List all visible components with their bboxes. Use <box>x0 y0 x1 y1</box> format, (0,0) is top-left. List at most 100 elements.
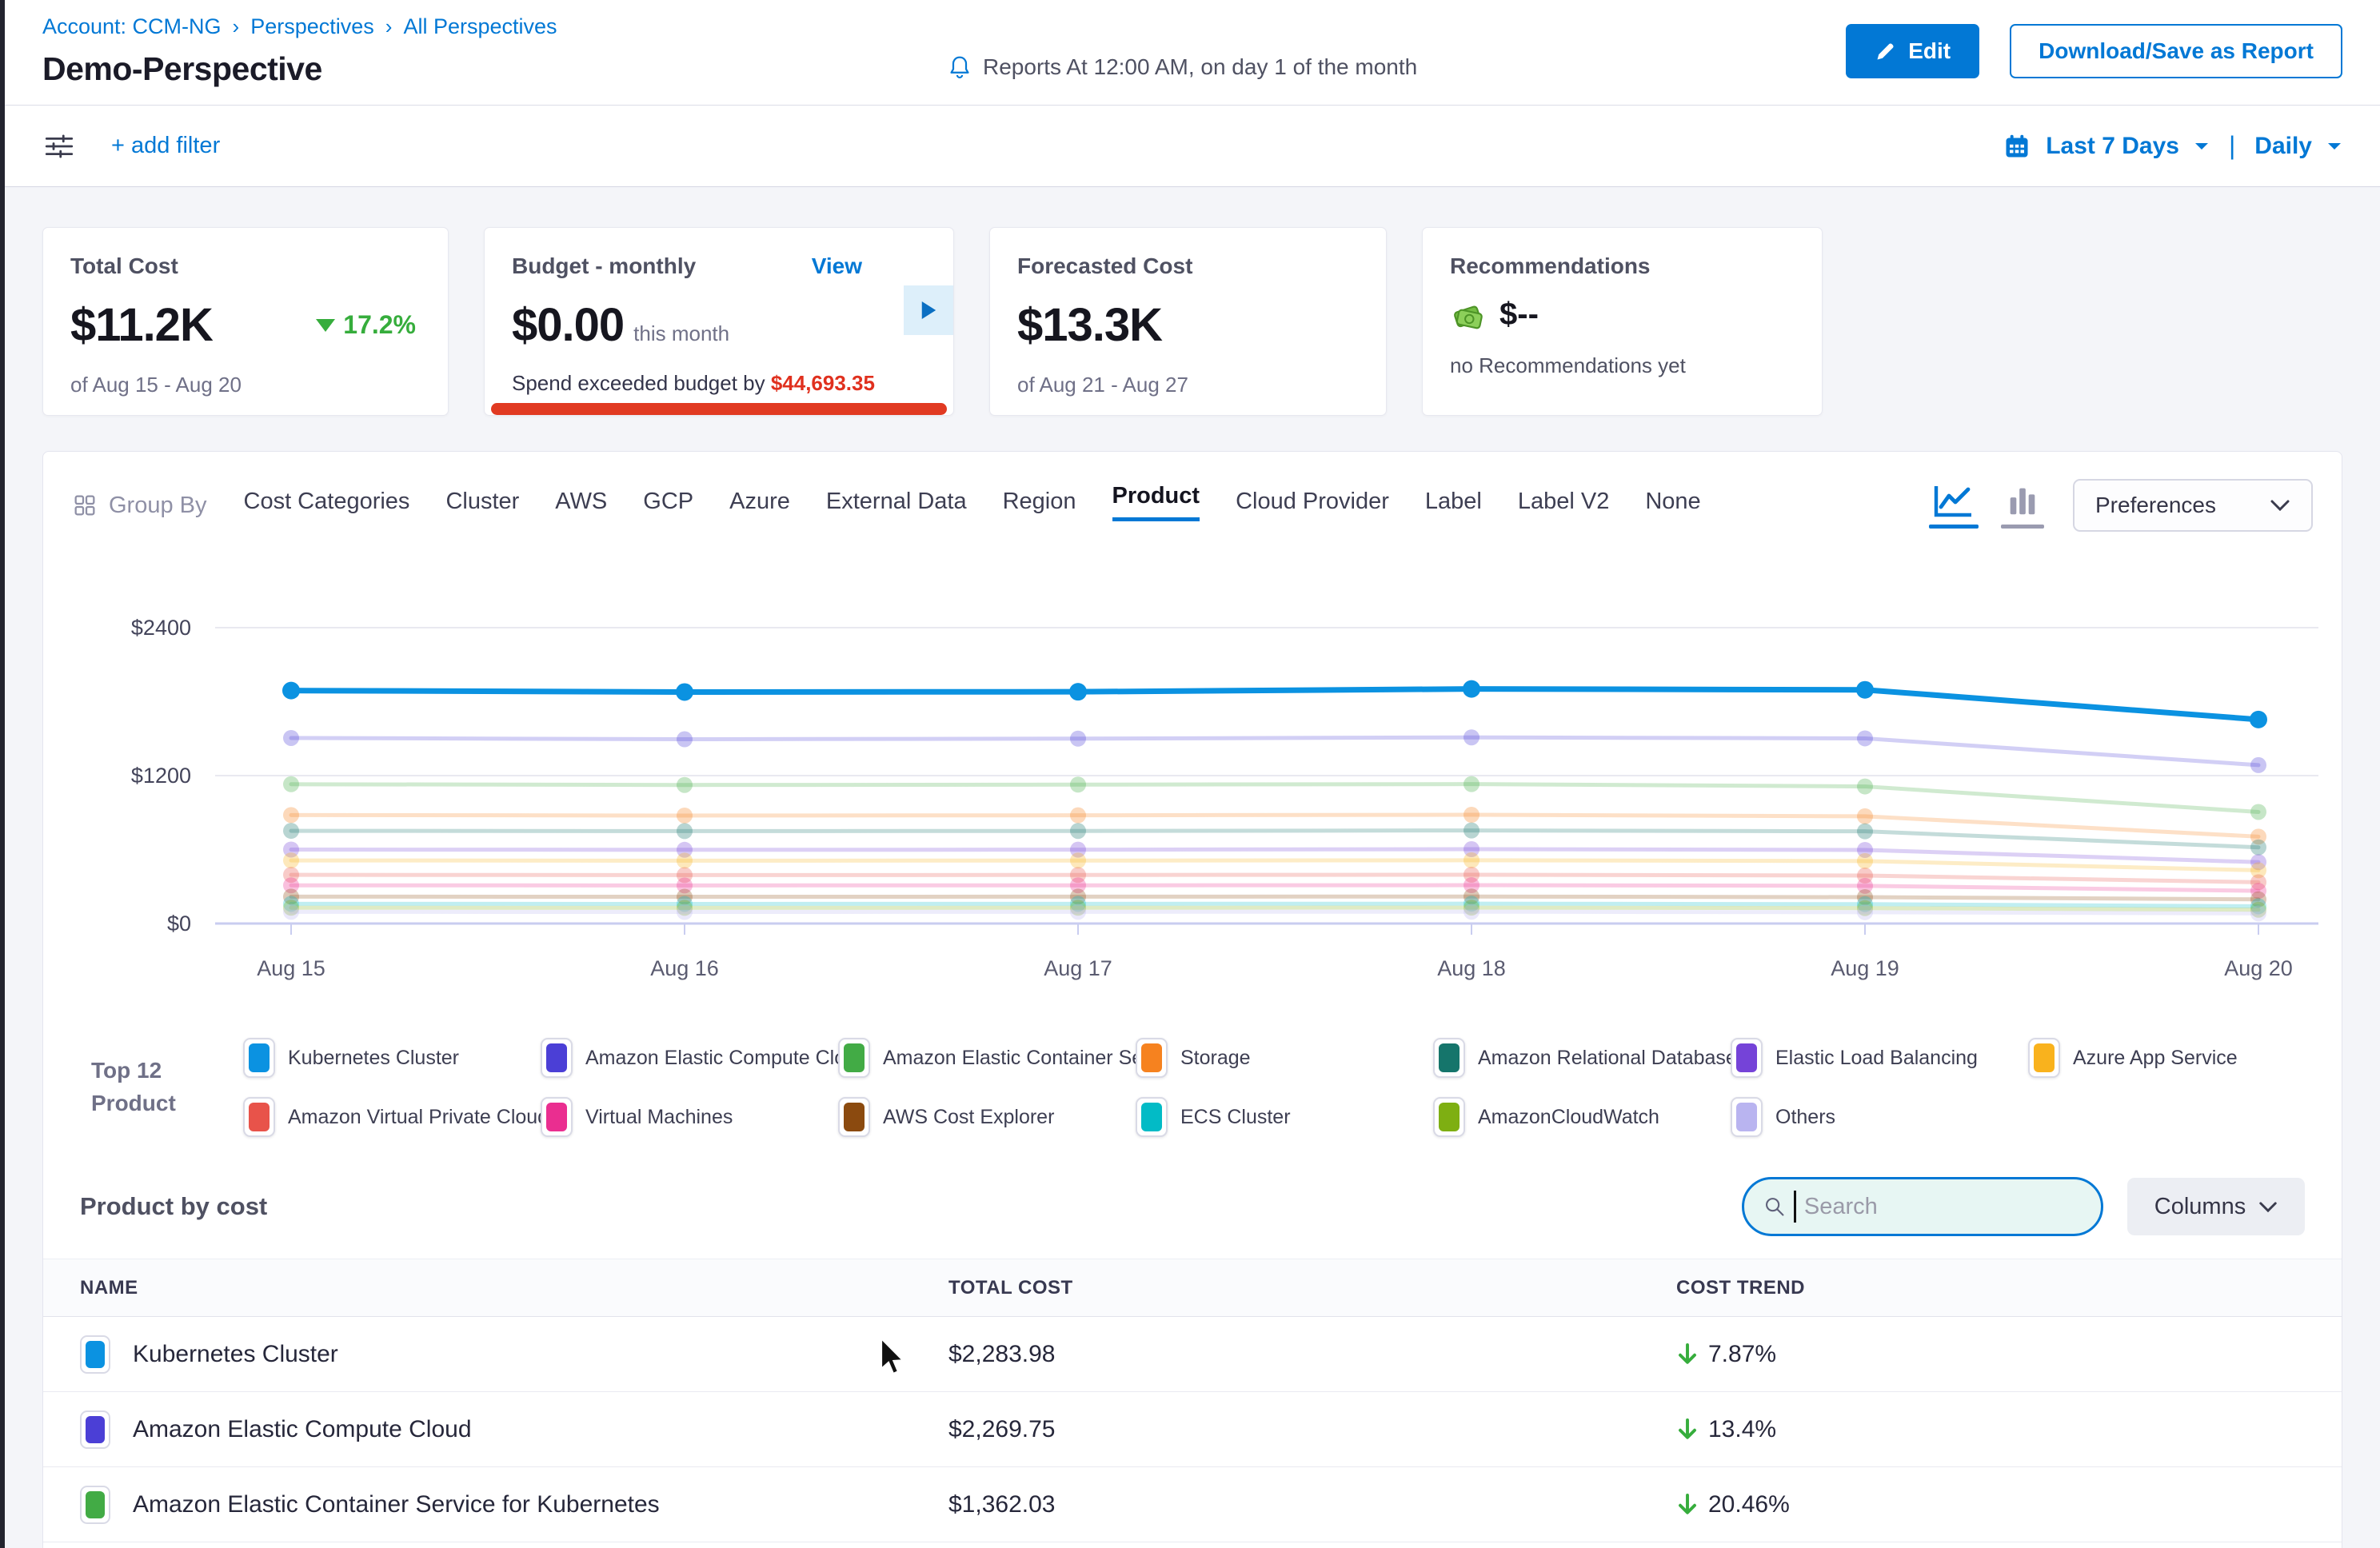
total-cost-trend: 17.2% <box>316 310 416 340</box>
groupby-tab-azure[interactable]: Azure <box>729 488 790 514</box>
legend-swatch <box>1731 1038 1763 1078</box>
preferences-button[interactable]: Preferences <box>2073 479 2313 532</box>
chart-legend: Top 12 Product Kubernetes Cluster Amazon … <box>43 1015 2342 1148</box>
table-row[interactable]: Kubernetes Cluster $2,283.98 7.87% <box>43 1317 2342 1392</box>
granularity-selector[interactable]: Daily <box>2254 132 2312 159</box>
row-product-name[interactable]: Kubernetes Cluster <box>133 1340 338 1367</box>
columns-button[interactable]: Columns <box>2127 1178 2305 1235</box>
row-color-swatch <box>80 1485 110 1524</box>
row-color-swatch <box>80 1410 110 1449</box>
row-total-cost: $2,283.98 <box>948 1340 1056 1367</box>
recommendations-subtext: no Recommendations yet <box>1450 353 1686 377</box>
search-input[interactable] <box>1803 1193 2082 1220</box>
legend-item[interactable]: Virtual Machines <box>541 1097 838 1137</box>
legend-label: Amazon Virtual Private Cloud <box>288 1105 549 1128</box>
legend-item[interactable]: Storage <box>1136 1038 1433 1078</box>
forecasted-period: of Aug 21 - Aug 27 <box>1017 373 1188 397</box>
calendar-icon <box>2006 134 2028 157</box>
legend-item[interactable]: Amazon Elastic Container Se... <box>838 1038 1160 1078</box>
legend-swatch <box>1731 1097 1763 1137</box>
breadcrumb-perspectives[interactable]: Perspectives <box>250 14 374 38</box>
legend-item[interactable]: Elastic Load Balancing <box>1731 1038 2028 1078</box>
groupby-tab-cost-categories[interactable]: Cost Categories <box>243 488 410 514</box>
header-name[interactable]: NAME <box>80 1276 138 1299</box>
groupby-tab-gcp[interactable]: GCP <box>643 488 694 514</box>
groupby-tab-cluster[interactable]: Cluster <box>445 488 520 514</box>
table-row[interactable]: Amazon Elastic Container Service for Kub… <box>43 1467 2342 1542</box>
chevron-down-icon <box>2270 500 2290 512</box>
money-icon <box>1454 305 1483 329</box>
collapsed-nav-sliver <box>0 0 5 1548</box>
legend-label: Virtual Machines <box>585 1105 733 1128</box>
budget-exceeded-text: Spend exceeded budget by <box>512 371 771 395</box>
groupby-tab-label[interactable]: Label <box>1424 488 1482 514</box>
filter-sliders-icon[interactable] <box>42 130 76 163</box>
groupby-tab-product[interactable]: Product <box>1112 483 1200 521</box>
row-product-name[interactable]: Amazon Elastic Compute Cloud <box>133 1415 472 1442</box>
groupby-tab-none[interactable]: None <box>1645 488 1701 514</box>
row-color-swatch <box>80 1335 110 1374</box>
breadcrumb-separator: › <box>385 14 393 38</box>
legend-label: AmazonCloudWatch <box>1478 1105 1659 1128</box>
groupby-tabs: Cost Categories Cluster AWS GCP Azure Externa… <box>243 483 1701 525</box>
legend-swatch <box>838 1097 870 1137</box>
legend-swatch <box>243 1097 275 1137</box>
svg-text:Aug 18: Aug 18 <box>1437 956 1506 980</box>
line-chart-icon[interactable] <box>1929 483 1979 529</box>
legend-swatch <box>1136 1097 1168 1137</box>
download-save-report-button[interactable]: Download/Save as Report <box>2010 24 2342 78</box>
legend-label: Elastic Load Balancing <box>1775 1046 1978 1069</box>
add-filter-button[interactable]: + add filter <box>111 133 221 158</box>
recommendations-card: Recommendations $-- no Recommendations y… <box>1422 227 1823 416</box>
legend-swatch <box>243 1038 275 1078</box>
bar-chart-icon[interactable] <box>2001 483 2044 529</box>
legend-swatch <box>2028 1038 2060 1078</box>
legend-item[interactable]: Others <box>1731 1097 2028 1137</box>
legend-label: Amazon Elastic Compute Clo... <box>585 1046 862 1069</box>
perspective-panel: Group By Cost Categories Cluster AWS GCP Azu… <box>42 451 2342 1548</box>
legend-item[interactable]: Amazon Elastic Compute Clo... <box>541 1038 862 1078</box>
budget-value: $0.00 <box>512 299 625 351</box>
legend-item[interactable]: AWS Cost Explorer <box>838 1097 1136 1137</box>
legend-label: Others <box>1775 1105 1836 1128</box>
groupby-tab-region[interactable]: Region <box>1002 488 1076 514</box>
page-title: Demo-Perspective <box>42 50 322 87</box>
chevron-down-icon[interactable] <box>2194 142 2210 151</box>
date-range-selector[interactable]: Last 7 Days <box>2046 132 2179 159</box>
breadcrumb-account[interactable]: Account: CCM-NG <box>42 14 222 38</box>
download-button-label: Download/Save as Report <box>2039 38 2314 63</box>
legend-label: Amazon Relational Database ... <box>1478 1046 1759 1069</box>
preferences-label: Preferences <box>2095 493 2216 517</box>
chevron-down-icon[interactable] <box>2326 142 2342 151</box>
legend-item[interactable]: ECS Cluster <box>1136 1097 1433 1137</box>
budget-expand-button[interactable] <box>904 285 953 335</box>
budget-view-link[interactable]: View <box>811 253 862 278</box>
legend-item[interactable]: Amazon Virtual Private Cloud <box>243 1097 549 1137</box>
table-row[interactable]: Amazon Elastic Compute Cloud $2,269.75 13.… <box>43 1392 2342 1467</box>
budget-exceeded-line: Spend exceeded budget by $44,693.35 <box>512 371 926 396</box>
bell-icon <box>950 56 969 78</box>
groupby-tab-cloud-provider[interactable]: Cloud Provider <box>1236 488 1389 514</box>
forecasted-cost-card: Forecasted Cost $13.3K of Aug 21 - Aug 2… <box>989 227 1387 416</box>
groupby-tab-external-data[interactable]: External Data <box>825 488 967 514</box>
groupby-tab-aws[interactable]: AWS <box>555 488 608 514</box>
budget-title: Budget - monthly <box>512 253 697 278</box>
pencil-icon <box>1877 43 1894 60</box>
forecasted-title: Forecasted Cost <box>1017 253 1193 278</box>
arrow-down-icon <box>1679 1493 1696 1514</box>
row-product-name[interactable]: Amazon Elastic Container Service for Kub… <box>133 1490 660 1518</box>
legend-item[interactable]: AmazonCloudWatch <box>1433 1097 1731 1137</box>
edit-button[interactable]: Edit <box>1846 24 1980 78</box>
legend-item[interactable]: Kubernetes Cluster <box>243 1038 541 1078</box>
groupby-tab-label-v2[interactable]: Label V2 <box>1517 488 1610 514</box>
legend-item[interactable]: Amazon Relational Database ... <box>1433 1038 1759 1078</box>
header-total-cost[interactable]: TOTAL COST <box>948 1276 1073 1299</box>
row-cost-trend: 7.87% <box>1676 1341 2342 1368</box>
row-trend-value: 13.4% <box>1708 1415 1777 1442</box>
legend-label: ECS Cluster <box>1180 1105 1291 1128</box>
header-cost-trend[interactable]: COST TREND <box>1676 1276 1805 1299</box>
legend-item[interactable]: Azure App Service <box>2028 1038 2326 1078</box>
legend-swatch <box>838 1038 870 1078</box>
breadcrumb-all-perspectives[interactable]: All Perspectives <box>403 14 557 38</box>
search-box[interactable] <box>1742 1177 2103 1236</box>
